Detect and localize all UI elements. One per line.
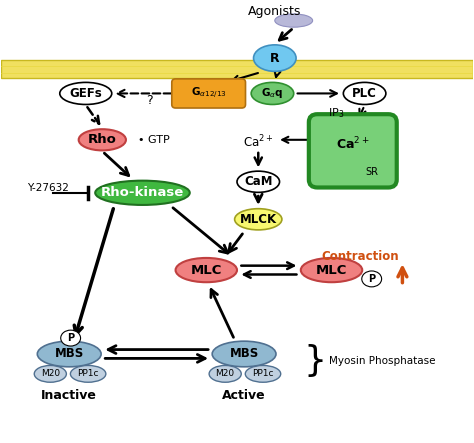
Text: Rho-kinase: Rho-kinase xyxy=(101,187,184,199)
Ellipse shape xyxy=(79,129,126,151)
Text: • GTP: • GTP xyxy=(138,135,170,145)
Text: SR: SR xyxy=(365,167,378,177)
Text: PP1c: PP1c xyxy=(252,369,274,378)
Text: Rho: Rho xyxy=(88,133,117,146)
Ellipse shape xyxy=(61,330,81,346)
Text: R: R xyxy=(270,51,280,65)
Text: M20: M20 xyxy=(41,369,60,378)
Bar xyxy=(0,60,474,78)
Ellipse shape xyxy=(275,14,313,27)
Text: Inactive: Inactive xyxy=(41,389,97,402)
Text: MLC: MLC xyxy=(316,264,347,276)
Text: MBS: MBS xyxy=(229,347,259,361)
Text: ?: ? xyxy=(146,94,153,108)
Text: MBS: MBS xyxy=(55,347,84,361)
Text: }: } xyxy=(303,344,326,377)
Text: PLC: PLC xyxy=(352,87,377,100)
Text: M20: M20 xyxy=(216,369,235,378)
Text: G$_{\alpha}$q: G$_{\alpha}$q xyxy=(261,86,283,101)
FancyBboxPatch shape xyxy=(172,79,246,108)
Ellipse shape xyxy=(212,341,276,367)
Text: GEFs: GEFs xyxy=(69,87,102,100)
Text: Contraction: Contraction xyxy=(321,250,399,263)
Text: P: P xyxy=(67,333,74,343)
Text: CaM: CaM xyxy=(244,175,273,188)
Ellipse shape xyxy=(245,365,281,382)
Text: P: P xyxy=(368,274,375,284)
Text: Active: Active xyxy=(222,389,266,402)
Ellipse shape xyxy=(95,181,190,205)
Ellipse shape xyxy=(254,45,296,71)
Text: Myosin Phosphatase: Myosin Phosphatase xyxy=(329,356,436,365)
Ellipse shape xyxy=(251,82,294,105)
Text: IP$_3$: IP$_3$ xyxy=(328,106,345,120)
Ellipse shape xyxy=(37,341,101,367)
Ellipse shape xyxy=(235,209,282,230)
Ellipse shape xyxy=(175,258,237,282)
Text: Agonists: Agonists xyxy=(248,5,301,18)
Text: Ca$^{2+}$: Ca$^{2+}$ xyxy=(336,136,369,152)
Ellipse shape xyxy=(343,82,386,105)
Text: Ca$^{2+}$: Ca$^{2+}$ xyxy=(243,134,273,150)
Text: G$_{\alpha12/13}$: G$_{\alpha12/13}$ xyxy=(191,86,227,101)
Ellipse shape xyxy=(60,82,112,105)
Ellipse shape xyxy=(237,171,280,192)
Text: MLCK: MLCK xyxy=(240,213,277,226)
Ellipse shape xyxy=(71,365,106,382)
FancyBboxPatch shape xyxy=(309,114,397,187)
Ellipse shape xyxy=(301,258,362,282)
Text: PP1c: PP1c xyxy=(77,369,99,378)
Ellipse shape xyxy=(34,365,66,382)
Text: Y-27632: Y-27632 xyxy=(27,183,69,194)
Ellipse shape xyxy=(209,365,241,382)
Text: MLC: MLC xyxy=(191,264,222,276)
Ellipse shape xyxy=(362,271,382,287)
